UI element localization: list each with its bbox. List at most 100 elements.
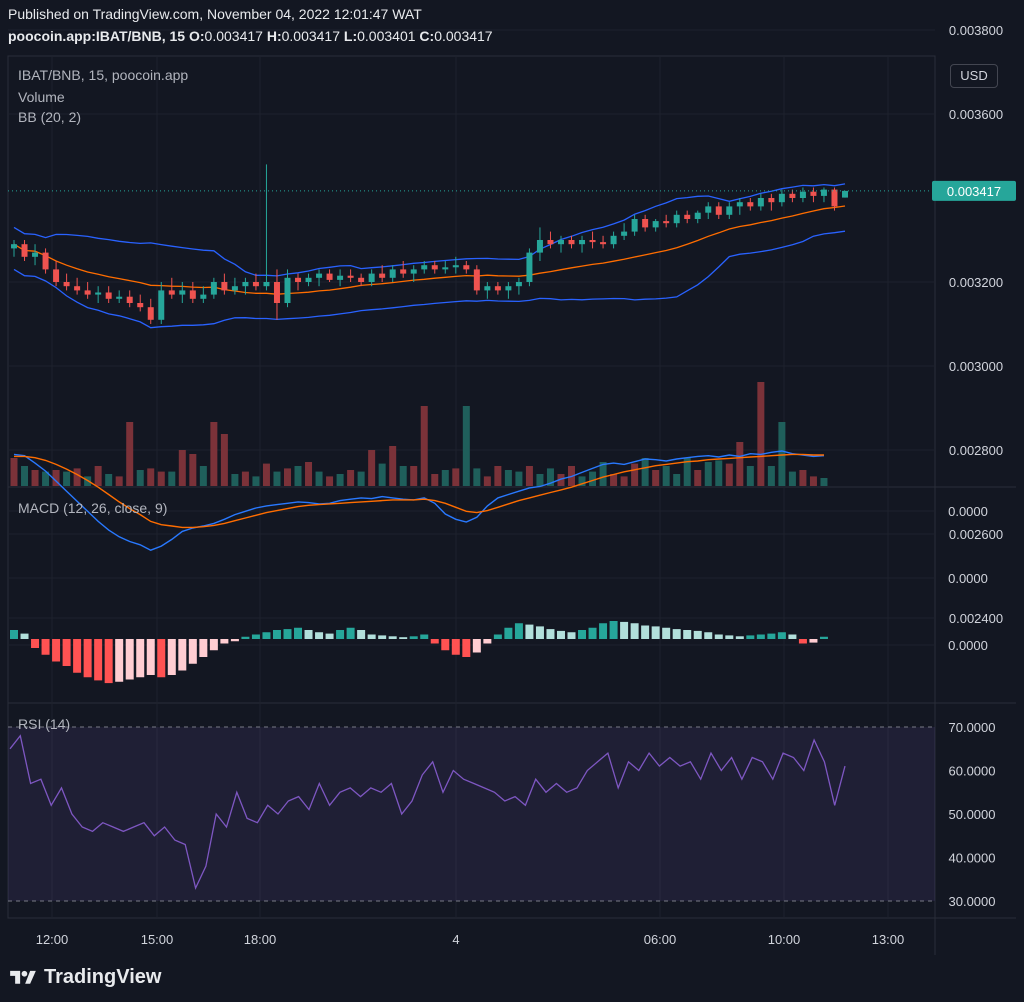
candle-body xyxy=(431,265,438,270)
volume-bar xyxy=(231,474,239,486)
bb-upper-line xyxy=(13,183,846,277)
volume-bar xyxy=(336,474,344,486)
bb-basis-line xyxy=(13,205,846,295)
candle-body xyxy=(778,193,785,203)
candle-body xyxy=(673,214,680,224)
macd-histogram-bar xyxy=(146,639,155,675)
tradingview-logo-icon xyxy=(10,970,36,984)
volume-bar xyxy=(21,466,29,486)
macd-histogram-bar xyxy=(662,627,671,639)
volume-bar xyxy=(157,471,165,486)
macd-histogram-bar xyxy=(567,632,576,639)
volume-bar xyxy=(10,458,18,486)
legend-rsi[interactable]: RSI (14) xyxy=(18,716,71,732)
legend-volume[interactable]: Volume xyxy=(18,89,65,105)
legend-macd[interactable]: MACD (12, 26, close, 9) xyxy=(18,500,168,516)
volume-bar xyxy=(589,471,597,486)
macd-histogram-bar xyxy=(283,629,292,639)
candle-body xyxy=(410,269,417,274)
macd-histogram-bar xyxy=(620,621,629,639)
candle-body xyxy=(95,292,102,295)
volume-bar xyxy=(262,463,270,486)
price-tick-label: 0.003600 xyxy=(949,107,1003,122)
price-tick-label: 0.002400 xyxy=(949,611,1003,626)
volume-bar xyxy=(746,466,754,486)
macd-histogram-bar xyxy=(262,632,271,639)
rsi-tick-label: 70.0000 xyxy=(949,720,996,735)
candle-body xyxy=(221,282,228,291)
candle-body xyxy=(684,214,691,219)
macd-histogram-bar xyxy=(167,639,176,675)
candle-body xyxy=(273,282,280,303)
candle-body xyxy=(579,240,586,245)
volume-bar xyxy=(115,476,123,486)
candle-body xyxy=(652,221,659,228)
rsi-line xyxy=(9,734,846,890)
volume-bar xyxy=(736,442,744,486)
candle-body xyxy=(568,240,575,245)
legend-bb[interactable]: BB (20, 2) xyxy=(18,109,82,125)
macd-histogram-bar xyxy=(336,630,345,639)
macd-histogram-bar xyxy=(136,639,145,678)
macd-histogram-bar xyxy=(725,635,734,639)
macd-tick-label: 0.0000 xyxy=(948,571,988,586)
volume-bar xyxy=(315,471,323,486)
volume-bar xyxy=(536,474,544,486)
candle-body xyxy=(736,202,743,207)
macd-histogram-bar xyxy=(504,627,513,639)
candle-body xyxy=(621,231,628,236)
tradingview-logo[interactable]: TradingView xyxy=(8,966,161,989)
volume-bar xyxy=(525,466,533,486)
candle-body xyxy=(789,193,796,198)
macd-histogram-bar xyxy=(546,629,555,639)
time-tick-label: 4 xyxy=(452,932,459,947)
candle-body xyxy=(126,296,133,303)
volume-bar xyxy=(220,434,228,486)
legend-title[interactable]: IBAT/BNB, 15, poocoin.app xyxy=(18,67,189,83)
candle-body xyxy=(116,296,123,299)
volume-bar xyxy=(252,476,260,486)
candle-body xyxy=(179,290,186,295)
volume-bar xyxy=(52,470,60,486)
volume-bar xyxy=(294,466,302,486)
macd-histogram-bar xyxy=(462,639,471,657)
volume-bar xyxy=(515,471,523,486)
candle-body xyxy=(337,275,344,280)
macd-histogram-bar xyxy=(714,634,723,639)
volume-bar xyxy=(725,463,733,486)
volume-bar xyxy=(767,466,775,486)
currency-button[interactable]: USD xyxy=(950,64,998,88)
candle-body xyxy=(189,290,196,299)
candle-body xyxy=(820,189,827,196)
volume-bar xyxy=(94,466,102,486)
volume-bar xyxy=(105,474,113,486)
volume-bar xyxy=(504,470,512,486)
price-tick-label: 0.003800 xyxy=(949,23,1003,38)
published-line: Published on TradingView.com, November 0… xyxy=(8,6,422,22)
candle-body xyxy=(452,265,459,268)
bb-lower-line xyxy=(13,230,846,329)
macd-histogram-bar xyxy=(777,632,786,639)
volume-bar xyxy=(189,454,197,486)
candle-body xyxy=(642,219,649,228)
candle-body xyxy=(168,290,175,295)
candle-body xyxy=(295,277,302,282)
rsi-tick-label: 30.0000 xyxy=(949,894,996,909)
volume-bar xyxy=(620,476,628,486)
macd-histogram-bar xyxy=(746,635,755,639)
macd-histogram-bar xyxy=(493,634,502,639)
volume-bar xyxy=(820,478,828,486)
macd-histogram-bar xyxy=(683,630,692,639)
candle-body xyxy=(63,282,70,287)
macd-histogram-bar xyxy=(52,639,61,662)
tradingview-brand: TradingView xyxy=(44,966,162,988)
rsi-tick-label: 50.0000 xyxy=(949,807,996,822)
candle-body xyxy=(84,290,91,295)
macd-histogram-bar xyxy=(294,627,303,639)
candle-body xyxy=(421,265,428,270)
macd-histogram-bar xyxy=(756,634,765,639)
macd-histogram-bar xyxy=(94,639,103,681)
macd-histogram-bar xyxy=(199,639,208,657)
candle-body xyxy=(631,219,638,232)
